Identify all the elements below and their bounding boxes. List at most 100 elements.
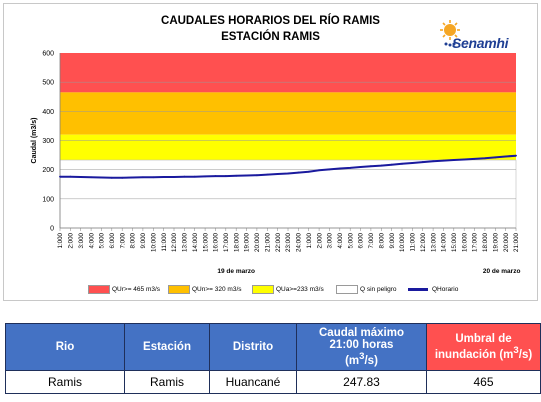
x-tick-label: 2:000 bbox=[68, 232, 75, 248]
x-tick-label: 12:000 bbox=[420, 232, 427, 251]
table-row: Ramis Ramis Huancané 247.83 465 bbox=[5, 370, 541, 394]
y-tick-label: 0 bbox=[50, 226, 54, 233]
band-red bbox=[60, 53, 516, 93]
x-tick-label: 18:000 bbox=[233, 232, 240, 251]
x-tick-label: 7:000 bbox=[119, 232, 126, 248]
legend-swatch-yellow bbox=[252, 285, 274, 294]
data-point-qhorario bbox=[452, 159, 455, 161]
y-tick-label: 200 bbox=[42, 167, 54, 174]
data-point-qhorario bbox=[110, 176, 113, 179]
data-point-qhorario bbox=[411, 162, 414, 164]
header-umbral-line2: inundación (m bbox=[434, 348, 514, 361]
data-point-qhorario bbox=[59, 175, 61, 178]
legend-swatch-safe bbox=[336, 285, 358, 294]
data-point-qhorario bbox=[235, 174, 238, 177]
x-tick-label: 7:000 bbox=[368, 232, 375, 248]
header-distrito: Distrito bbox=[209, 323, 297, 371]
data-point-qhorario bbox=[515, 154, 517, 157]
header-caudal-maximo: Caudal máximo 21:00 horas (m3/s) bbox=[296, 323, 427, 371]
x-tick-label: 3:000 bbox=[327, 232, 334, 248]
header-estacion: Estación bbox=[124, 323, 210, 371]
x-tick-label: 21:000 bbox=[513, 232, 520, 251]
x-tick-label: 20:000 bbox=[503, 232, 510, 251]
x-tick-label: 20:000 bbox=[254, 232, 261, 251]
x-tick-label: 9:000 bbox=[140, 232, 147, 248]
x-tick-label: 3:000 bbox=[78, 232, 85, 248]
data-point-qhorario bbox=[380, 164, 383, 167]
data-point-qhorario bbox=[328, 168, 331, 171]
x-tick-label: 8:000 bbox=[130, 232, 137, 248]
data-point-qhorario bbox=[214, 175, 217, 177]
legend-line-hourly bbox=[408, 288, 428, 291]
x-tick-label: 9:000 bbox=[389, 232, 396, 248]
header-caudal-line3-end: /s) bbox=[364, 354, 378, 367]
data-point-qhorario bbox=[297, 171, 300, 174]
header-umbral-end: /s) bbox=[518, 348, 533, 361]
x-tick-label: 13:000 bbox=[182, 232, 189, 251]
x-tick-label: 11:000 bbox=[410, 232, 417, 251]
legend-label-safe: Q sin peligro bbox=[360, 286, 397, 293]
header-caudal-line2: 21:00 horas bbox=[329, 339, 394, 352]
x-tick-label: 4:000 bbox=[88, 232, 95, 248]
x-tick-label: 14:000 bbox=[441, 232, 448, 251]
chart-title-line2: ESTACIÓN RAMIS bbox=[221, 31, 320, 43]
data-point-qhorario bbox=[421, 161, 424, 163]
data-point-qhorario bbox=[245, 174, 248, 177]
cell-distrito: Huancané bbox=[209, 370, 297, 394]
x-tick-label: 16:000 bbox=[461, 232, 468, 251]
senamhi-logo bbox=[440, 20, 460, 47]
x-tick-label: 19:000 bbox=[492, 232, 499, 251]
data-point-qhorario bbox=[173, 176, 175, 178]
data-point-qhorario bbox=[266, 173, 269, 176]
data-point-qhorario bbox=[224, 175, 227, 177]
data-point-qhorario bbox=[442, 159, 445, 162]
day-label-20-marzo: 20 de marzo bbox=[483, 268, 521, 275]
x-tick-label: 22:000 bbox=[275, 232, 282, 251]
data-point-qhorario bbox=[370, 165, 372, 168]
x-tick-label: 10:000 bbox=[399, 232, 406, 251]
data-point-qhorario bbox=[338, 167, 341, 170]
data-point-qhorario bbox=[432, 160, 434, 163]
data-point-qhorario bbox=[183, 175, 186, 178]
legend-swatch-red bbox=[88, 285, 110, 294]
data-point-qhorario bbox=[131, 176, 134, 179]
day-label-19-marzo: 19 de marzo bbox=[217, 268, 255, 275]
x-tick-label: 10:000 bbox=[150, 232, 157, 251]
x-tick-label: 4:000 bbox=[337, 232, 344, 248]
x-tick-label: 1:000 bbox=[57, 232, 64, 248]
y-tick-label: 100 bbox=[42, 196, 54, 203]
data-point-qhorario bbox=[473, 157, 476, 160]
data-point-qhorario bbox=[69, 175, 72, 178]
data-point-qhorario bbox=[256, 174, 258, 177]
data-point-qhorario bbox=[276, 173, 279, 175]
data-point-qhorario bbox=[504, 155, 507, 158]
data-point-qhorario bbox=[162, 176, 165, 178]
x-tick-label: 15:000 bbox=[451, 232, 458, 251]
header-rio: Rio bbox=[5, 323, 125, 371]
y-tick-label: 500 bbox=[42, 80, 54, 87]
x-tick-label: 14:000 bbox=[192, 232, 199, 251]
data-point-qhorario bbox=[484, 157, 486, 160]
x-tick-label: 21:000 bbox=[264, 232, 271, 251]
data-point-qhorario bbox=[121, 176, 124, 179]
x-tick-label: 8:000 bbox=[378, 232, 385, 248]
data-point-qhorario bbox=[193, 175, 196, 178]
data-point-qhorario bbox=[287, 172, 289, 175]
x-tick-label: 1:000 bbox=[306, 232, 313, 248]
legend-label-yellow: QUa>=233 m3/s bbox=[276, 286, 324, 293]
band-orange bbox=[60, 92, 516, 135]
x-tick-label: 24:000 bbox=[296, 232, 303, 251]
y-tick-label: 300 bbox=[42, 138, 54, 145]
data-point-qhorario bbox=[90, 176, 92, 179]
x-tick-label: 5:000 bbox=[99, 232, 106, 248]
x-tick-label: 19:000 bbox=[244, 232, 251, 251]
x-tick-label: 17:000 bbox=[223, 232, 230, 251]
cell-estacion: Ramis bbox=[124, 370, 210, 394]
data-point-qhorario bbox=[152, 176, 155, 179]
legend-swatch-orange bbox=[168, 285, 190, 294]
header-caudal-line3: (m bbox=[345, 354, 360, 367]
x-tick-label: 6:000 bbox=[109, 232, 116, 248]
station-table: Rio Estación Distrito Caudal máximo 21:0… bbox=[5, 323, 541, 394]
y-tick-label: 600 bbox=[42, 51, 54, 58]
